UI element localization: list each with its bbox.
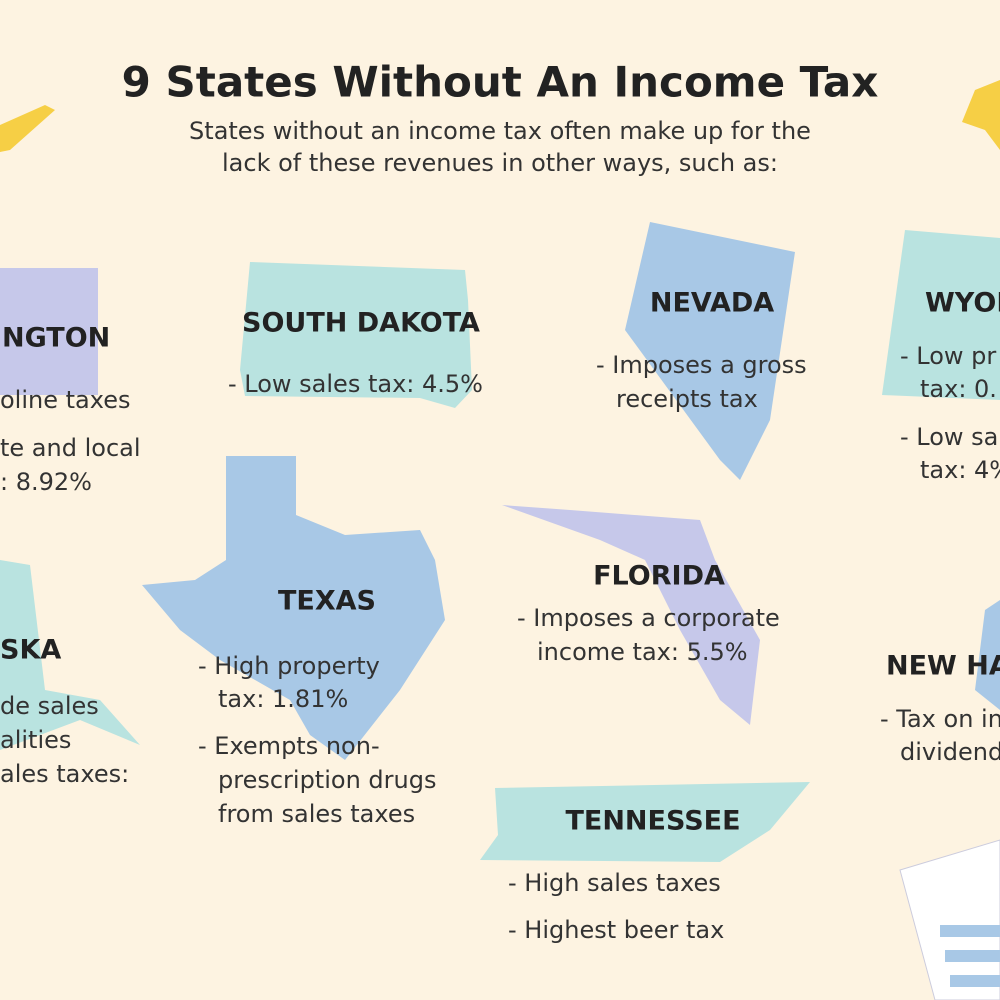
state-note: from sales taxes [218, 800, 416, 828]
lamp [962, 80, 1000, 150]
alaska-shape [0, 560, 140, 750]
state-name: WYOM [925, 287, 1000, 319]
state-note: dividend [900, 738, 1000, 766]
new-hampshire-shape [975, 600, 1000, 710]
texas-shape [142, 456, 445, 760]
washington-shape [0, 268, 98, 395]
state-note: tax: 4% [920, 456, 1000, 484]
state-note: tax: 0. [920, 375, 997, 403]
state-name: SOUTH DAKOTA [242, 307, 480, 339]
state-name: TEXAS [277, 585, 377, 617]
nevada-shape [625, 222, 795, 480]
state-note: income tax: 5.5% [537, 638, 748, 666]
subtitle: States without an income tax often make … [189, 117, 811, 145]
wyoming-shape [882, 230, 1000, 400]
florida-shape [502, 505, 760, 725]
tennessee-shape [480, 782, 810, 862]
paper-line [950, 975, 1000, 987]
state-note: - Highest beer tax [508, 916, 725, 944]
state-note: - Imposes a corporate [517, 604, 780, 632]
state-note: ales taxes: [0, 760, 130, 788]
state-note: - Tax on in [880, 705, 1000, 733]
state-name: NEVADA [649, 287, 775, 319]
state-note: - High sales taxes [508, 869, 721, 897]
state-note: te and local [0, 434, 141, 462]
state-note: - Low sa [900, 423, 999, 451]
paper-line [945, 950, 1000, 962]
state-note: tax: 1.81% [218, 685, 349, 713]
state-name: NGTON [2, 322, 111, 354]
subtitle: lack of these revenues in other ways, su… [222, 149, 778, 177]
state-name: TENNESSEE [565, 805, 741, 837]
state-note: prescription drugs [218, 766, 437, 794]
state-note: - Imposes a gross [596, 351, 807, 379]
south-dakota-shape [240, 262, 472, 408]
state-note: : 8.92% [0, 468, 92, 496]
state-note: oline taxes [0, 386, 131, 414]
state-note: de sales [0, 692, 99, 720]
title: 9 States Without An Income Tax [121, 57, 879, 107]
state-note: receipts tax [616, 385, 758, 413]
state-name: SKA [0, 634, 62, 666]
state-note: - High property [198, 652, 380, 680]
state-note: - Exempts non- [198, 732, 380, 760]
state-note: - Low pr [900, 342, 997, 370]
state-name: FLORIDA [593, 560, 725, 592]
paper-line [940, 925, 1000, 937]
pencil [0, 105, 55, 152]
state-name: NEW HA [886, 650, 1000, 682]
state-note: - Low sales tax: 4.5% [228, 370, 483, 398]
state-note: alities [0, 726, 72, 754]
